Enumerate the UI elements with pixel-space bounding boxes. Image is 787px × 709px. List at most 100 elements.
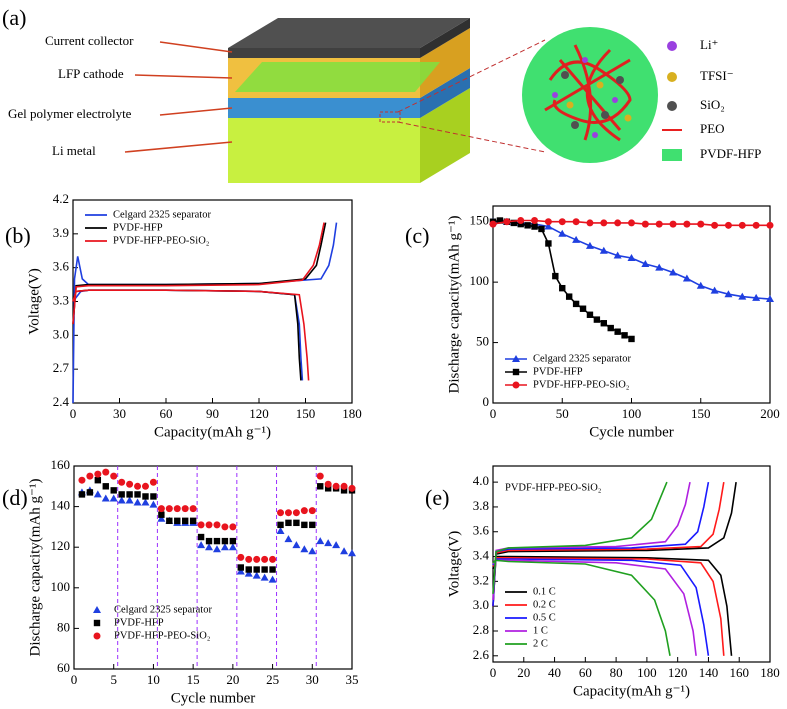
- y-tick-label: 50: [476, 334, 489, 349]
- marker: [253, 555, 261, 563]
- marker: [517, 217, 525, 225]
- legend-label: 0.5 C: [533, 612, 556, 623]
- x-tick-label: 10: [147, 672, 160, 687]
- marker: [752, 221, 760, 229]
- zoom-box: [379, 111, 401, 123]
- collector-top: [228, 18, 470, 48]
- marker: [628, 335, 635, 343]
- x-tick-label: 50: [556, 406, 569, 421]
- x-tick-label: 0: [71, 672, 78, 687]
- marker: [157, 505, 165, 513]
- marker: [738, 221, 746, 229]
- label-arrows: [124, 41, 233, 153]
- marker: [253, 566, 260, 573]
- marker: [285, 519, 292, 527]
- legend-label: PVDF-HFP: [700, 146, 761, 161]
- y-axis-label: Voltage(V): [446, 531, 462, 597]
- x-tick-label: 30: [113, 406, 126, 421]
- marker: [558, 229, 567, 237]
- y-axis-label: Discharge capacity(mAh g⁻¹): [27, 479, 43, 657]
- marker: [340, 482, 348, 490]
- marker: [503, 218, 511, 226]
- legend-label: PEO: [700, 121, 725, 136]
- marker: [524, 222, 531, 229]
- plot-frame: [73, 465, 353, 670]
- marker: [142, 493, 149, 500]
- y-tick-label: 3.0: [473, 597, 489, 612]
- marker: [301, 521, 308, 529]
- gpe-side: [420, 68, 470, 118]
- marker: [572, 218, 580, 226]
- marker: [696, 281, 705, 289]
- marker: [174, 517, 181, 525]
- x-tick-label: 15: [187, 672, 200, 687]
- marker: [544, 218, 552, 226]
- y-tick-label: 3.6: [53, 259, 70, 274]
- marker: [221, 537, 229, 545]
- marker: [245, 566, 252, 573]
- marker: [558, 218, 566, 226]
- x-tick-label: 180: [760, 665, 780, 680]
- x-tick-label: 5: [110, 672, 117, 687]
- legend-ball: [667, 72, 677, 82]
- legend-label: PVDF-HFP-PEO-SiO₂: [114, 630, 211, 641]
- marker: [348, 549, 356, 557]
- x-tick-label: 120: [249, 406, 269, 421]
- marker: [710, 286, 719, 294]
- y-tick-label: 120: [51, 538, 71, 553]
- legend-label: PVDF-HFP: [113, 222, 163, 233]
- legend-label: 1 C: [533, 625, 548, 636]
- marker: [78, 476, 86, 484]
- marker: [94, 470, 102, 478]
- marker: [324, 485, 332, 492]
- legend-marker: [93, 606, 101, 613]
- y-tick-label: 150: [470, 213, 490, 228]
- series-line: [492, 481, 737, 656]
- lfp-particles: [235, 62, 440, 92]
- marker: [197, 541, 206, 549]
- marker: [86, 472, 94, 480]
- x-tick-label: 150: [691, 406, 711, 421]
- legend-label: SiO₂: [700, 97, 725, 112]
- marker: [110, 487, 117, 494]
- legend-label: Celgard 2325 separator: [533, 353, 631, 364]
- marker: [181, 505, 189, 513]
- legend-marker: [512, 381, 520, 389]
- sio2-balls: [561, 71, 624, 129]
- tfsi-balls: [566, 81, 632, 122]
- x-tick-label: 100: [637, 665, 657, 680]
- marker: [599, 246, 608, 254]
- marker: [277, 509, 285, 517]
- marker: [766, 295, 774, 303]
- marker: [189, 517, 197, 525]
- x-tick-label: 0: [490, 665, 497, 680]
- lfp-side: [420, 28, 470, 98]
- zoom-line: [397, 39, 546, 113]
- x-tick-label: 180: [342, 406, 362, 421]
- x-tick-label: 200: [760, 406, 780, 421]
- marker: [269, 566, 276, 573]
- marker: [166, 517, 173, 525]
- y-tick-label: 140: [51, 498, 71, 513]
- y-tick-label: 3.4: [473, 548, 490, 563]
- series-line: [492, 219, 632, 340]
- x-tick-label: 25: [266, 672, 279, 687]
- marker: [559, 284, 566, 292]
- li-side: [420, 88, 470, 183]
- marker: [149, 478, 157, 486]
- series-line: [72, 222, 325, 381]
- marker: [613, 251, 622, 259]
- annotation: PVDF-HFP-PEO-SiO₂: [505, 482, 602, 493]
- li-metal: [228, 118, 420, 183]
- marker: [134, 491, 141, 498]
- x-tick-label: 160: [729, 665, 749, 680]
- legend-rect: [662, 149, 682, 161]
- marker: [348, 484, 356, 492]
- marker: [269, 555, 277, 563]
- marker: [531, 223, 538, 230]
- marker: [101, 494, 110, 502]
- y-tick-label: 2.6: [473, 647, 490, 662]
- legend-label: PVDF-HFP-PEO-SiO₂: [113, 235, 210, 246]
- marker: [614, 219, 622, 227]
- y-tick-label: 3.2: [473, 572, 489, 587]
